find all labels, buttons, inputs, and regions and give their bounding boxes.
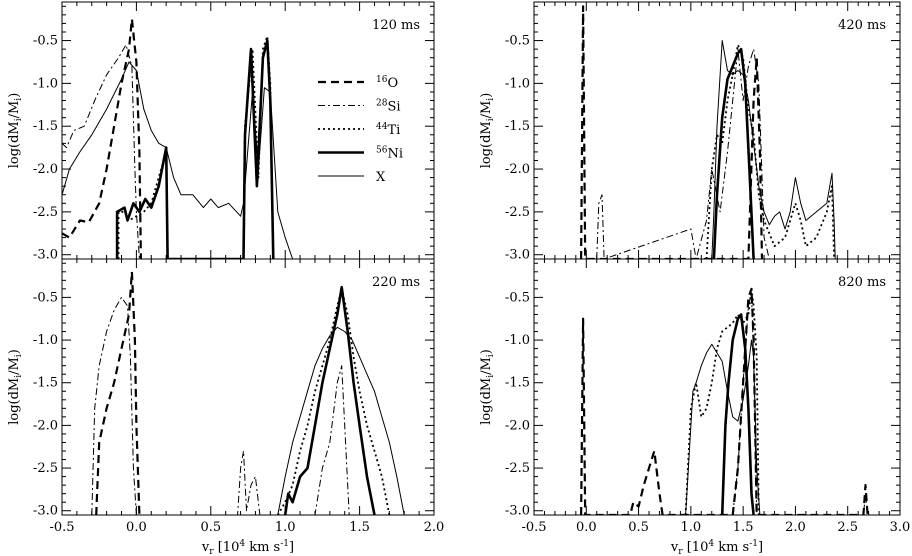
series-line-16o — [95, 270, 141, 515]
series-group — [91, 270, 405, 515]
y-tick-label: -2.5 — [505, 461, 530, 476]
y-axis-title: log(dMi/Mi) — [479, 93, 496, 169]
panel-top-left: -3.0 -2.5 -2.0 -1.5 -1.0 -0.5 log(dMi/Mi) 120 m… — [7, 1, 435, 263]
series-line-28si — [91, 296, 350, 515]
x-tick-label: 1.5 — [349, 520, 370, 535]
x-tick-label: 1.5 — [733, 520, 754, 535]
x-tick-label: -0.5 — [521, 520, 546, 535]
series-line-28si — [62, 44, 140, 259]
y-tick-label: -2.0 — [33, 418, 58, 433]
x-tick-label: 0.5 — [200, 520, 221, 535]
series-line-x — [711, 40, 836, 259]
y-tick-label: -2.5 — [505, 205, 530, 220]
panel-time-label: 220 ms — [372, 275, 420, 290]
y-tick-label: -2.0 — [505, 418, 530, 433]
x-tick-label: 1.0 — [681, 520, 702, 535]
y-tick-label: -3.0 — [33, 248, 58, 263]
legend-label: 44Ti — [376, 122, 400, 138]
chart-panels: -3.0 -2.5 -2.0 -1.5 -1.0 -0.5 log(dMi/Mi) 120 m… — [7, 1, 911, 556]
y-tick-label: -3.0 — [505, 504, 530, 519]
legend-label: X — [376, 170, 386, 185]
y-axis-title: log(dMi/Mi) — [7, 349, 24, 425]
y-tick-label: -0.5 — [505, 290, 530, 305]
y-tick-label: -1.0 — [505, 76, 530, 91]
x-tick-label: 3.0 — [890, 520, 911, 535]
y-tick-label: -2.5 — [33, 461, 58, 476]
y-tick-label: -3.0 — [505, 248, 530, 263]
series-line-56ni — [712, 47, 755, 259]
series-line-56ni — [720, 313, 755, 515]
y-axis-title: log(dMi/Mi) — [7, 93, 24, 169]
series-line-44ti — [277, 287, 391, 515]
series-group — [580, 287, 869, 515]
legend-label: 56Ni — [376, 146, 403, 162]
x-tick-label: 1.0 — [275, 520, 296, 535]
x-tick-label: 0.0 — [576, 520, 597, 535]
plot-frame — [533, 258, 901, 516]
series-line-44ti — [684, 287, 760, 515]
panel-time-label: 420 ms — [838, 18, 886, 33]
x-tick-label: 2.0 — [424, 520, 445, 535]
x-tick-label: 2.5 — [837, 520, 858, 535]
panel-top-right: -3.0 -2.5 -2.0 -1.5 -1.0 -0.5 log(dMi/Mi) 420 m… — [479, 1, 901, 263]
y-tick-label: -1.0 — [33, 333, 58, 348]
series-group — [580, 5, 836, 259]
y-tick-label: -1.0 — [33, 76, 58, 91]
legend: 16O 28Si 44Ti 56Ni X — [318, 75, 403, 185]
plot-frame — [61, 258, 435, 516]
y-tick-label: -1.5 — [33, 119, 58, 134]
y-tick-label: -2.0 — [505, 162, 530, 177]
series-line-44ti — [705, 43, 835, 259]
y-tick-label: -2.0 — [33, 162, 58, 177]
series-line-x — [277, 326, 405, 515]
series-line-x — [62, 61, 294, 259]
series-line-x — [685, 339, 761, 515]
y-tick-label: -1.5 — [505, 119, 530, 134]
y-tick-label: -0.5 — [505, 34, 530, 49]
y-tick-label: -3.0 — [33, 504, 58, 519]
x-axis-title: vr [104 km s-1] — [201, 539, 294, 556]
y-tick-label: -0.5 — [33, 34, 58, 49]
panel-time-label: 120 ms — [372, 18, 420, 33]
legend-label: 16O — [376, 75, 398, 91]
y-tick-label: -1.5 — [33, 376, 58, 391]
y-axis-title: log(dMi/Mi) — [479, 349, 496, 425]
y-tick-label: -1.0 — [505, 333, 530, 348]
x-tick-label: -0.5 — [49, 520, 74, 535]
y-tick-label: -1.5 — [505, 376, 530, 391]
x-tick-label: 2.0 — [785, 520, 806, 535]
panel-bottom-right: -0.5 0.0 0.5 1.0 1.5 2.0 2.5 3.0 -3.0 -2.5 -2.0 -1.… — [479, 258, 911, 556]
y-tick-label: -2.5 — [33, 205, 58, 220]
x-tick-label: 0.0 — [126, 520, 147, 535]
legend-label: 28Si — [376, 99, 401, 115]
series-line-28si — [732, 292, 869, 515]
series-line-16o — [62, 18, 142, 259]
series-line-16o — [580, 5, 764, 259]
series-line-56ni — [115, 39, 275, 259]
series-group — [62, 18, 294, 259]
panel-time-label: 820 ms — [838, 275, 886, 290]
panel-bottom-left: -0.5 0.0 0.5 1.0 1.5 2.0 -3.0 -2.5 -2.0 -1.5 -1.0 -… — [7, 258, 445, 556]
x-axis-title: vr [104 km s-1] — [670, 539, 763, 556]
series-line-56ni — [283, 285, 376, 515]
y-tick-label: -0.5 — [33, 290, 58, 305]
x-tick-label: 0.5 — [628, 520, 649, 535]
series-line-28si — [596, 48, 770, 259]
